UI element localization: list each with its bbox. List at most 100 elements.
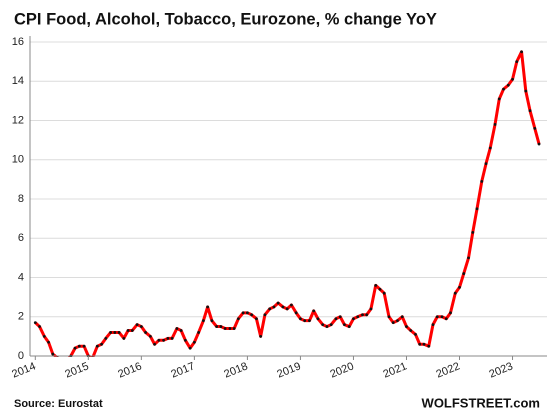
data-point <box>338 315 342 319</box>
data-point <box>276 301 280 305</box>
y-tick-label: 14 <box>12 75 24 87</box>
data-point <box>400 315 404 319</box>
data-point <box>144 331 147 334</box>
data-point <box>91 356 94 357</box>
source-note: Source: Eurostat <box>14 398 103 410</box>
data-point <box>308 319 311 323</box>
y-tick-label: 0 <box>18 350 24 362</box>
data-point <box>480 179 484 183</box>
data-point <box>42 334 46 338</box>
data-point <box>343 323 346 326</box>
x-tick-label: 2023 <box>488 360 515 380</box>
data-point <box>290 303 293 307</box>
data-point <box>228 327 232 330</box>
data-point <box>382 291 386 295</box>
data-point <box>321 323 325 326</box>
data-point <box>65 360 68 363</box>
y-tick-label: 12 <box>12 114 24 126</box>
data-point <box>449 311 452 315</box>
data-point <box>484 162 488 166</box>
data-point <box>524 89 528 93</box>
data-point <box>537 142 541 146</box>
data-point <box>528 109 532 113</box>
data-point <box>259 334 263 338</box>
x-tick-label: 2018 <box>222 360 249 380</box>
data-point <box>246 311 249 315</box>
data-point <box>453 291 457 295</box>
data-point <box>502 87 505 91</box>
data-point <box>236 317 240 321</box>
data-point <box>192 340 196 344</box>
x-tick-label: 2014 <box>10 360 37 380</box>
data-line <box>34 50 541 357</box>
data-point <box>285 307 289 311</box>
data-point <box>475 207 479 211</box>
brand-note: WOLFSTREET.com <box>422 395 540 410</box>
data-point <box>38 325 41 328</box>
data-point <box>51 352 55 356</box>
data-point <box>179 329 183 332</box>
data-point <box>250 313 254 317</box>
data-point <box>104 336 108 340</box>
data-point <box>232 327 236 330</box>
data-point <box>422 342 426 346</box>
data-point <box>175 327 179 330</box>
data-point <box>188 346 192 350</box>
x-tick-label: 2020 <box>328 360 355 380</box>
data-point <box>113 331 117 334</box>
data-point <box>153 342 157 346</box>
data-point <box>347 325 351 328</box>
data-point <box>33 321 37 325</box>
data-point <box>471 230 475 234</box>
data-point <box>427 344 431 348</box>
data-point <box>299 317 302 321</box>
data-point <box>409 329 413 332</box>
data-point <box>60 360 63 363</box>
data-point <box>414 333 417 336</box>
data-point <box>316 317 320 321</box>
data-point <box>201 319 205 323</box>
data-point <box>197 331 201 334</box>
data-point <box>95 344 99 348</box>
data-point <box>493 123 497 126</box>
data-point <box>263 313 267 317</box>
data-point <box>170 336 174 340</box>
data-point <box>467 256 470 260</box>
data-point <box>272 305 276 309</box>
data-point <box>139 325 143 328</box>
y-tick-label: 8 <box>18 193 24 205</box>
chart-title: CPI Food, Alcohol, Tobacco, Eurozone, % … <box>14 10 437 28</box>
data-point <box>210 319 214 323</box>
data-point <box>255 317 258 321</box>
x-tick-label: 2015 <box>63 360 90 380</box>
data-point <box>506 83 510 87</box>
y-tick-label: 16 <box>12 36 24 48</box>
data-point <box>117 331 121 334</box>
data-point <box>294 311 298 315</box>
plot-area <box>33 50 541 363</box>
data-point <box>369 307 373 311</box>
axes: 0 2 4 6 8 10 12 14 16 2014 2015 2016 2017 2018 2019 202… <box>10 36 547 381</box>
data-point <box>356 315 360 319</box>
data-point <box>241 311 245 315</box>
data-point <box>325 325 329 328</box>
data-point <box>387 315 391 319</box>
data-point <box>405 325 408 328</box>
data-point <box>497 97 501 101</box>
data-point <box>130 329 134 332</box>
data-point <box>100 342 103 346</box>
y-tick-label: 10 <box>12 154 24 166</box>
data-point <box>352 317 355 321</box>
data-point <box>109 331 112 334</box>
data-point <box>77 344 81 348</box>
y-tick-label: 2 <box>18 311 24 323</box>
data-point <box>166 336 170 340</box>
data-point <box>520 50 523 54</box>
data-point <box>183 338 187 342</box>
data-point <box>219 325 223 328</box>
data-point <box>374 283 378 287</box>
data-point <box>122 336 126 340</box>
data-point <box>334 317 338 321</box>
x-tick-label: 2016 <box>116 360 143 380</box>
